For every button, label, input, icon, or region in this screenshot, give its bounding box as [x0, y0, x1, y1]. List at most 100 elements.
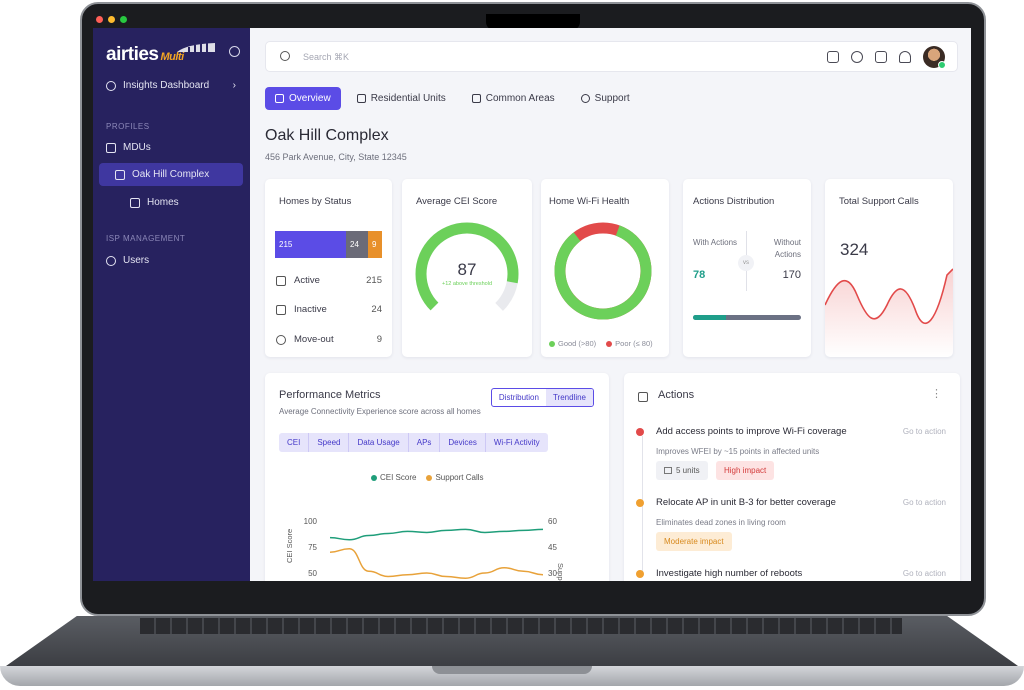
- sidebar-item-oak-hill[interactable]: Oak Hill Complex: [115, 169, 209, 180]
- more-options-icon[interactable]: ⋮: [931, 388, 942, 400]
- card-title: Average CEI Score: [416, 196, 498, 207]
- legend-label: Good (>80): [558, 339, 597, 348]
- search-icon: [280, 51, 290, 61]
- logo-bars-icon: [177, 43, 215, 52]
- keyboard: [140, 618, 902, 634]
- status-count: 9: [376, 334, 382, 345]
- chevron-right-icon: ›: [232, 80, 236, 91]
- avatar[interactable]: [923, 46, 946, 69]
- with-actions-value: 78: [693, 269, 706, 281]
- sidebar: airties Multi Insights Dashboard › PROFIL…: [93, 28, 250, 581]
- sidebar-item-label: Insights Dashboard: [123, 80, 210, 91]
- users-icon: [106, 255, 116, 266]
- apps-grid-icon[interactable]: [875, 51, 887, 63]
- status-row-inactive: Inactive 24: [276, 304, 382, 315]
- search-bar[interactable]: Search ⌘K: [265, 41, 958, 72]
- settings-icon[interactable]: [229, 46, 240, 57]
- go-to-action-link[interactable]: Go to action: [902, 498, 946, 507]
- cei-gauge: [415, 222, 519, 326]
- dark-mode-icon[interactable]: [851, 51, 863, 63]
- cei-delta: +12 above threshold: [442, 281, 492, 287]
- priority-dot: [636, 428, 644, 436]
- maximize-window-button[interactable]: [120, 16, 127, 23]
- toggle-distribution[interactable]: Distribution: [498, 393, 539, 402]
- sidebar-item-mdus[interactable]: MDUs: [106, 142, 151, 153]
- action-item: Relocate AP in unit B-3 for better cover…: [636, 497, 946, 557]
- sidebar-item-insights[interactable]: Insights Dashboard ›: [106, 80, 236, 91]
- sidebar-item-label: Homes: [147, 197, 179, 208]
- average-cei-card: Average CEI Score 87 +12 above threshold: [402, 179, 532, 357]
- actions-ratio-bar: [693, 315, 801, 320]
- metric-tab-cei[interactable]: CEI: [279, 433, 310, 452]
- card-title: Actions: [658, 389, 695, 401]
- high-impact-chip: High impact: [716, 461, 775, 480]
- cei-gauge-value-arc: [415, 222, 519, 326]
- sidebar-item-homes[interactable]: Homes: [130, 197, 179, 208]
- bar-segment-active: 215: [275, 231, 346, 258]
- toggle-trendline[interactable]: Trendline: [545, 389, 593, 406]
- metric-tab-devices[interactable]: Devices: [440, 433, 486, 452]
- tab-support[interactable]: Support: [571, 87, 640, 110]
- priority-dot: [636, 499, 644, 507]
- moderate-impact-chip: Moderate impact: [656, 532, 732, 551]
- y-right-tick-label: 60: [548, 517, 557, 526]
- support-calls-card: Total Support Calls 324: [825, 179, 953, 357]
- y-left-tick-label: 75: [308, 543, 317, 552]
- phone-icon: [580, 94, 590, 103]
- go-to-action-link[interactable]: Go to action: [902, 427, 946, 436]
- vs-badge: vs: [738, 255, 754, 271]
- actions-card: Actions ⋮ Add access points to improve W…: [624, 373, 960, 581]
- performance-line-chart: 10075502560453015: [304, 517, 557, 579]
- card-title: Performance Metrics: [279, 389, 381, 401]
- status-label: Active: [294, 275, 320, 286]
- metric-tab-wifi-activity[interactable]: Wi-Fi Activity: [493, 438, 540, 447]
- action-description: Improves WFEI by ~15 points in affected …: [656, 447, 820, 456]
- search-input[interactable]: Search ⌘K: [303, 52, 350, 62]
- support-calls-sparkline: [825, 268, 953, 357]
- y-right-tick-label: 30: [548, 569, 557, 578]
- building-icon: [115, 169, 125, 180]
- building-icon: [106, 142, 116, 153]
- series-line-support-calls: [329, 547, 544, 579]
- tab-label: Common Areas: [485, 93, 555, 104]
- units-chip: 5 units: [656, 461, 708, 480]
- close-window-button[interactable]: [96, 16, 103, 23]
- tab-common-areas[interactable]: Common Areas: [462, 87, 565, 110]
- compass-icon: [106, 80, 116, 91]
- camera-notch: [486, 14, 580, 30]
- go-to-action-link[interactable]: Go to action: [902, 569, 946, 578]
- legend-label: Poor (≤ 80): [615, 339, 653, 348]
- tab-residential-units[interactable]: Residential Units: [347, 87, 456, 110]
- legend-item-cei: CEI Score: [371, 473, 416, 482]
- chip-label: 5 units: [676, 466, 700, 475]
- metric-tabs: CEI Speed Data Usage APs Devices Wi-Fi A…: [279, 433, 548, 452]
- translate-icon[interactable]: [827, 51, 839, 63]
- x-square-icon: [276, 304, 286, 315]
- action-item: Add access points to improve Wi-Fi cover…: [636, 426, 946, 486]
- sidebar-item-label: MDUs: [123, 142, 151, 153]
- metric-tab-data-usage[interactable]: Data Usage: [349, 433, 409, 452]
- app-logo[interactable]: airties Multi: [106, 44, 184, 65]
- bar-segment-inactive: 24: [346, 231, 368, 258]
- tab-label: Support: [594, 93, 630, 104]
- legend-item-poor: Poor (≤ 80): [606, 339, 653, 348]
- metric-tab-aps[interactable]: APs: [409, 433, 441, 452]
- legend-item-support: Support Calls: [426, 473, 484, 482]
- home-icon: [664, 467, 672, 474]
- priority-dot: [636, 570, 644, 578]
- tab-overview[interactable]: Overview: [265, 87, 341, 110]
- laptop-base: [0, 612, 1024, 690]
- building-icon: [356, 94, 366, 103]
- minimize-window-button[interactable]: [108, 16, 115, 23]
- sidebar-item-users[interactable]: Users: [106, 255, 149, 266]
- notification-bell-icon[interactable]: [899, 51, 911, 63]
- top-icons: [827, 46, 946, 69]
- tab-label: Overview: [289, 93, 331, 104]
- card-title: Homes by Status: [279, 196, 352, 207]
- wifi-legend: Good (>80) Poor (≤ 80): [549, 339, 653, 348]
- metric-tab-speed[interactable]: Speed: [309, 433, 350, 452]
- status-row-active: Active 215: [276, 275, 382, 286]
- performance-metrics-card: Performance Metrics Average Connectivity…: [265, 373, 609, 581]
- actions-ratio-fill: [693, 315, 727, 320]
- sidebar-item-label: Oak Hill Complex: [132, 169, 210, 180]
